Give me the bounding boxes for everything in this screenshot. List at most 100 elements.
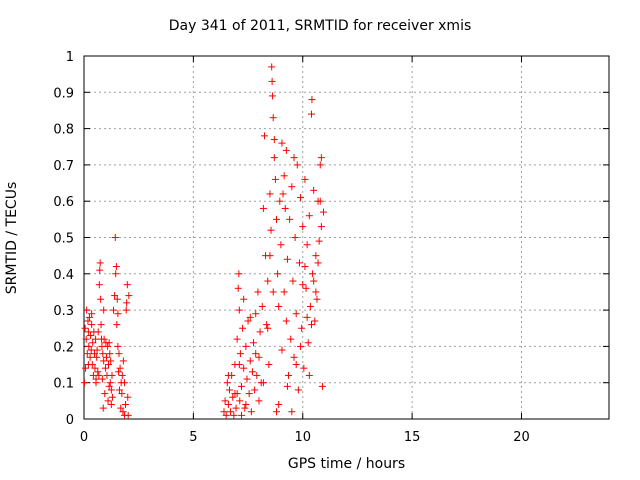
data-point [93, 353, 101, 361]
data-point [97, 321, 105, 329]
data-point [236, 350, 244, 358]
data-point [310, 186, 318, 194]
data-point [310, 277, 318, 285]
data-point [122, 400, 130, 408]
data-point [269, 288, 277, 296]
data-point [116, 364, 124, 372]
data-point [308, 110, 315, 118]
data-point [247, 408, 255, 416]
data-point [235, 306, 243, 314]
data-point [243, 375, 251, 383]
data-point [220, 408, 228, 416]
data-point [105, 361, 112, 369]
y-tick-label: 0.2 [53, 340, 74, 355]
data-point [311, 317, 319, 325]
data-point [278, 139, 286, 147]
data-point [264, 277, 272, 285]
data-point [255, 397, 263, 405]
data-point [301, 263, 309, 271]
data-point [107, 357, 115, 365]
data-point [315, 237, 323, 245]
chart-title: Day 341 of 2011, SRMTID for receiver xmi… [168, 18, 472, 34]
data-point [317, 154, 325, 162]
y-tick-label: 0.5 [53, 232, 74, 247]
data-point [268, 63, 276, 71]
data-point [234, 284, 242, 292]
data-point [281, 204, 289, 212]
x-axis-label: GPS time / hours [287, 456, 406, 472]
data-point [280, 172, 288, 180]
data-point [265, 361, 273, 369]
data-point [320, 208, 328, 216]
y-tick-label: 0.9 [53, 86, 74, 101]
data-point [229, 393, 237, 401]
y-tick-label: 0.6 [53, 195, 74, 210]
data-point [285, 371, 293, 379]
data-point [288, 183, 296, 191]
y-axis-ticks: 0 0.1 0.2 0.3 0.4 0.5 0.6 0.7 0.8 0.9 1 [53, 50, 609, 428]
data-point [100, 357, 108, 365]
data-point [105, 339, 113, 347]
data-point [91, 350, 98, 358]
data-point [246, 357, 254, 365]
data-point [119, 408, 127, 416]
data-point [274, 270, 282, 278]
data-point [244, 317, 252, 325]
data-point [111, 234, 119, 241]
data-point [115, 368, 123, 376]
data-point [112, 270, 120, 278]
data-point [316, 161, 324, 169]
data-point [100, 306, 108, 314]
data-point [318, 382, 326, 390]
data-point [317, 223, 325, 231]
data-point [283, 255, 291, 263]
data-point [242, 400, 250, 408]
data-point [107, 386, 115, 394]
data-point [235, 270, 243, 278]
data-point [82, 335, 90, 343]
data-point [288, 408, 296, 416]
data-point [259, 379, 267, 387]
data-point [292, 361, 300, 369]
data-point [123, 299, 131, 307]
data-point [242, 342, 250, 350]
data-point [105, 382, 113, 390]
data-point [276, 197, 284, 205]
data-point [86, 353, 94, 361]
data-point [107, 400, 115, 408]
data-point [277, 241, 285, 249]
data-point [312, 288, 320, 296]
data-point [286, 215, 294, 223]
data-point [314, 259, 322, 267]
data-point [309, 270, 317, 278]
data-point [291, 234, 299, 241]
data-point [113, 321, 121, 329]
data-point [221, 397, 229, 405]
data-point [120, 379, 128, 387]
data-point [112, 263, 120, 271]
data-point [94, 328, 102, 336]
data-point [233, 335, 241, 343]
data-point [85, 313, 93, 321]
data-point [225, 386, 233, 394]
data-point [290, 154, 298, 162]
data-point [114, 342, 122, 350]
data-point [268, 77, 276, 85]
data-point [104, 397, 112, 405]
data-point [115, 350, 123, 358]
data-point [273, 215, 280, 223]
data-point [302, 284, 310, 292]
data-point [80, 379, 88, 387]
data-point [114, 310, 122, 318]
data-point [125, 292, 133, 300]
data-point [267, 226, 275, 234]
data-point [122, 306, 130, 314]
data-point [89, 339, 97, 347]
data-point [93, 346, 101, 354]
data-point [279, 190, 287, 198]
data-point [287, 335, 295, 343]
data-point [313, 295, 321, 303]
data-point [251, 386, 259, 394]
data-point [124, 393, 132, 401]
data-point [292, 310, 300, 318]
